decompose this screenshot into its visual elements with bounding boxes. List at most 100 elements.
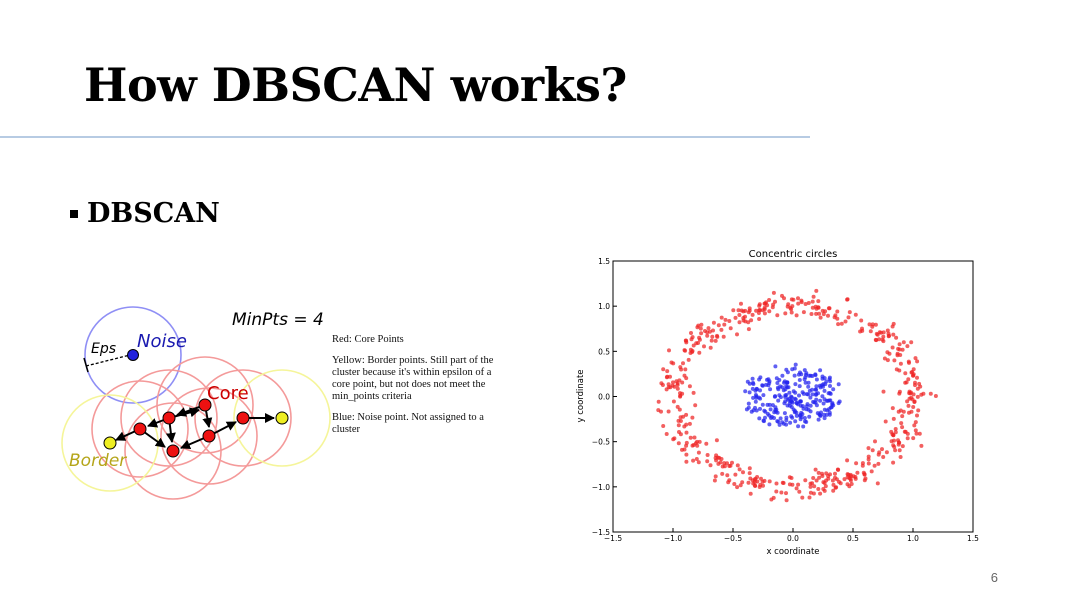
outer-ring-point [847, 484, 852, 489]
outer-ring-point [911, 373, 916, 378]
outer-ring-point [762, 305, 767, 310]
outer-ring-point [753, 483, 758, 488]
outer-ring-point [891, 321, 896, 326]
inner-cluster-point [807, 388, 812, 393]
outer-ring-point [866, 457, 871, 462]
outer-ring-point [779, 490, 784, 495]
outer-ring-point [704, 441, 709, 446]
eps-label: Eps [91, 341, 116, 357]
outer-ring-point [736, 308, 741, 313]
outer-ring-point [893, 448, 898, 453]
outer-ring-point [727, 319, 732, 323]
slide-title: How DBSCAN works? [84, 58, 627, 112]
outer-ring-point [783, 311, 788, 316]
inner-cluster-point [765, 411, 770, 416]
outer-ring-point [818, 491, 823, 496]
outer-ring-point [678, 415, 683, 420]
outer-ring-point [876, 461, 881, 466]
inner-cluster-point [780, 373, 785, 378]
inner-cluster-point [817, 383, 822, 388]
inner-cluster-point [746, 401, 751, 406]
outer-ring-point [749, 318, 754, 323]
core-point [202, 429, 216, 443]
outer-ring-point [820, 308, 825, 313]
outer-ring-point [680, 380, 685, 385]
inner-cluster-point [776, 387, 781, 392]
chart-title: Concentric circles [749, 249, 838, 260]
outer-ring-point [910, 370, 915, 374]
outer-ring-point [905, 399, 910, 404]
inner-cluster-point [751, 395, 756, 400]
outer-ring-point [800, 495, 805, 500]
outer-ring-point [881, 455, 886, 459]
outer-ring-point [717, 455, 722, 460]
outer-ring-point [688, 351, 693, 355]
inner-cluster-point [791, 389, 796, 394]
inner-cluster-point [784, 367, 789, 372]
inner-cluster-point [803, 375, 808, 380]
outer-ring-point [690, 443, 695, 448]
outer-ring-point [808, 490, 813, 495]
outer-ring-point [705, 459, 710, 464]
outer-ring-point [757, 485, 762, 489]
legend-core: Red: Core Points [332, 334, 404, 345]
outer-ring-point [671, 380, 675, 385]
outer-ring-point [675, 404, 680, 409]
outer-ring-point [807, 495, 812, 500]
inner-cluster-point [802, 368, 807, 373]
outer-ring-point [812, 484, 817, 489]
title-divider [0, 136, 810, 138]
outer-ring-point [708, 463, 713, 468]
inner-cluster-point [799, 415, 804, 420]
outer-ring-point [900, 425, 905, 430]
outer-ring-point [676, 441, 681, 446]
core-point [133, 422, 147, 436]
outer-ring-point [889, 439, 894, 444]
inner-cluster-point [753, 405, 757, 410]
outer-ring-point [699, 331, 704, 336]
outer-ring-point [896, 409, 901, 414]
outer-ring-point [691, 390, 696, 395]
inner-cluster-point [831, 387, 836, 392]
inner-cluster-point [827, 375, 832, 380]
outer-ring-point [710, 334, 715, 339]
inner-cluster-point [808, 395, 813, 400]
outer-ring-point [666, 382, 671, 387]
inner-cluster-point [794, 413, 799, 418]
outer-ring-point [716, 323, 721, 328]
inner-cluster-point [803, 380, 808, 385]
x-tick-label: −1.0 [664, 534, 682, 543]
outer-ring-point [667, 348, 671, 353]
outer-ring-point [835, 316, 840, 321]
outer-ring-point [784, 498, 789, 503]
outer-ring-point [757, 303, 762, 308]
outer-ring-point [672, 384, 677, 389]
outer-ring-point [845, 458, 850, 463]
core-point [166, 444, 180, 458]
outer-ring-point [820, 474, 825, 478]
inner-cluster-point [821, 384, 825, 389]
inner-cluster-point [796, 372, 801, 377]
outer-ring-point [845, 297, 850, 302]
inner-cluster-point [803, 419, 807, 424]
outer-ring-point [719, 315, 724, 320]
outer-ring-point [702, 344, 706, 349]
outer-ring-point [699, 322, 704, 327]
outer-ring-point [676, 418, 681, 423]
outer-ring-point [684, 452, 689, 457]
inner-cluster-point [760, 402, 765, 407]
outer-ring-point [711, 328, 715, 333]
outer-ring-point [668, 374, 672, 379]
outer-ring-point [678, 394, 683, 399]
core-point [236, 411, 250, 425]
outer-ring-point [913, 428, 918, 433]
core-point [198, 398, 212, 412]
inner-cluster-point [762, 419, 766, 424]
inner-cluster-point [787, 403, 792, 408]
outer-ring-point [750, 312, 755, 317]
y-tick-label: 1.5 [598, 257, 610, 266]
outer-ring-point [801, 310, 806, 315]
outer-ring-point [854, 461, 859, 466]
outer-ring-point [659, 409, 663, 414]
outer-ring-point [720, 471, 725, 476]
